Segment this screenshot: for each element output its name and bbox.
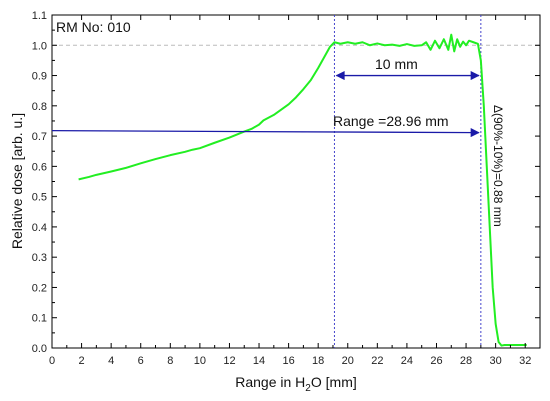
x-tick-label-24: 24 (401, 355, 413, 367)
y-tick-label-8: 0.8 (32, 101, 47, 113)
x-tick-label-32: 32 (519, 355, 531, 367)
range-annotation-label: Range =28.96 mm (333, 113, 449, 129)
x-tick-label-14: 14 (253, 355, 265, 367)
y-tick-label-10: 1.0 (32, 40, 47, 52)
y-axis-ticks: 0.0 0.1 0.2 0.3 0.4 0.5 0.6 0.7 0.8 0.9 1.0 1.1 (32, 10, 540, 355)
plot-frame (51, 14, 541, 349)
x-tick-label-30: 30 (490, 355, 502, 367)
y-axis-title: Relative dose [arb. u.] (9, 113, 25, 249)
rm-number-label: RM No: 010 (56, 19, 131, 35)
x-tick-label-0: 0 (49, 355, 55, 367)
width-annotation-label: 10 mm (375, 56, 418, 72)
series-line-0 (78, 33, 527, 347)
x-tick-label-6: 6 (138, 355, 144, 367)
y-tick-label-6: 0.6 (32, 161, 47, 173)
series-group (78, 33, 527, 347)
y-tick-label-9: 0.9 (32, 71, 47, 83)
y-tick-label-3: 0.3 (32, 252, 47, 264)
x-tick-label-4: 4 (108, 355, 114, 367)
y-tick-label-11: 1.1 (32, 10, 47, 22)
y-tick-label-2: 0.2 (32, 282, 47, 294)
x-tick-label-12: 12 (223, 355, 235, 367)
x-tick-label-2: 2 (79, 355, 85, 367)
y-tick-label-7: 0.7 (32, 131, 47, 143)
y-tick-label-1: 0.1 (32, 313, 47, 325)
x-tick-label-16: 16 (282, 355, 294, 367)
x-axis-ticks: 0 2 4 6 8 10 12 14 16 18 20 22 24 26 28 30 32 (49, 15, 531, 367)
y-tick-label-0: 0.0 (32, 343, 47, 355)
range-arrow (51, 128, 480, 138)
x-tick-label-22: 22 (371, 355, 383, 367)
y-tick-label-5: 0.5 (32, 192, 47, 204)
x-tick-label-10: 10 (194, 355, 206, 367)
y-tick-label-4: 0.4 (32, 222, 47, 234)
x-tick-label-26: 26 (430, 355, 442, 367)
annotation-arrows (51, 70, 480, 138)
vertical-markers (333, 15, 482, 348)
x-tick-label-28: 28 (460, 355, 472, 367)
x-tick-label-18: 18 (312, 355, 324, 367)
x-tick-label-8: 8 (167, 355, 173, 367)
x-tick-label-20: 20 (342, 355, 354, 367)
falloff-annotation-label: Δ(90%-10%)=0.88 mm (491, 105, 505, 227)
x-axis-title: Range in H2O [mm] (235, 374, 357, 394)
